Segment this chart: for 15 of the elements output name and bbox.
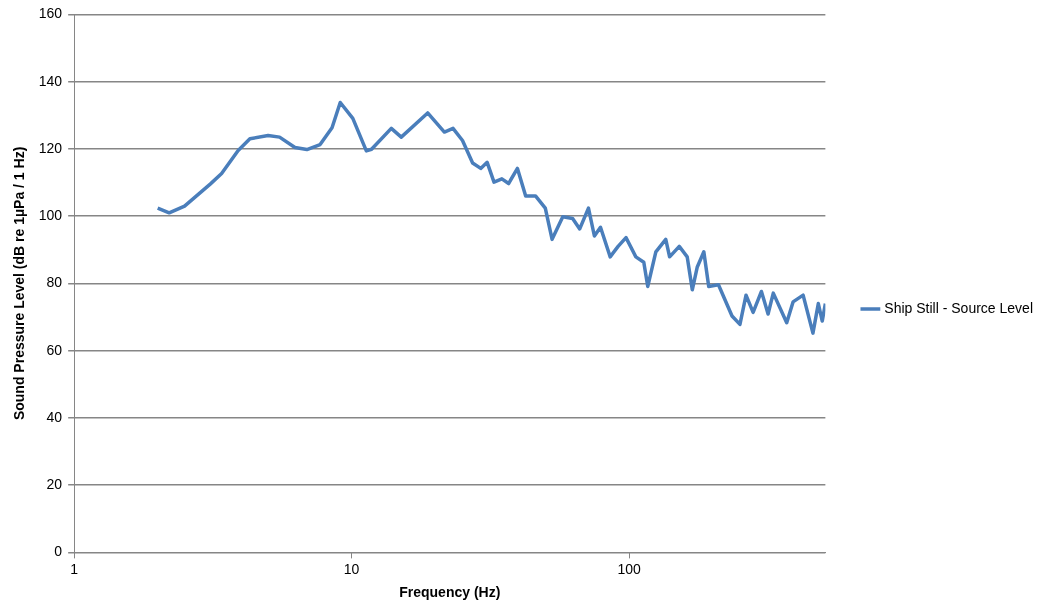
x-tick-label: 1 [70,560,79,577]
y-tick-label: 60 [46,341,63,358]
y-tick-label: 140 [38,72,63,89]
y-tick-label: 80 [46,274,63,291]
y-tick-label: 160 [38,5,63,22]
y-tick-label: 40 [46,408,63,425]
x-tick-label: 10 [343,560,360,577]
y-axis-title: Sound Pressure Level (dB re 1µPa / 1 Hz) [11,146,28,421]
y-tick-label: 120 [38,139,63,156]
y-tick-label: 0 [54,543,63,560]
legend-label: Ship Still - Source Level [884,299,1034,316]
y-tick-label: 100 [38,207,63,224]
x-tick-label: 100 [617,560,641,577]
x-axis-title: Frequency (Hz) [399,584,501,601]
y-tick-label: 20 [46,476,63,493]
